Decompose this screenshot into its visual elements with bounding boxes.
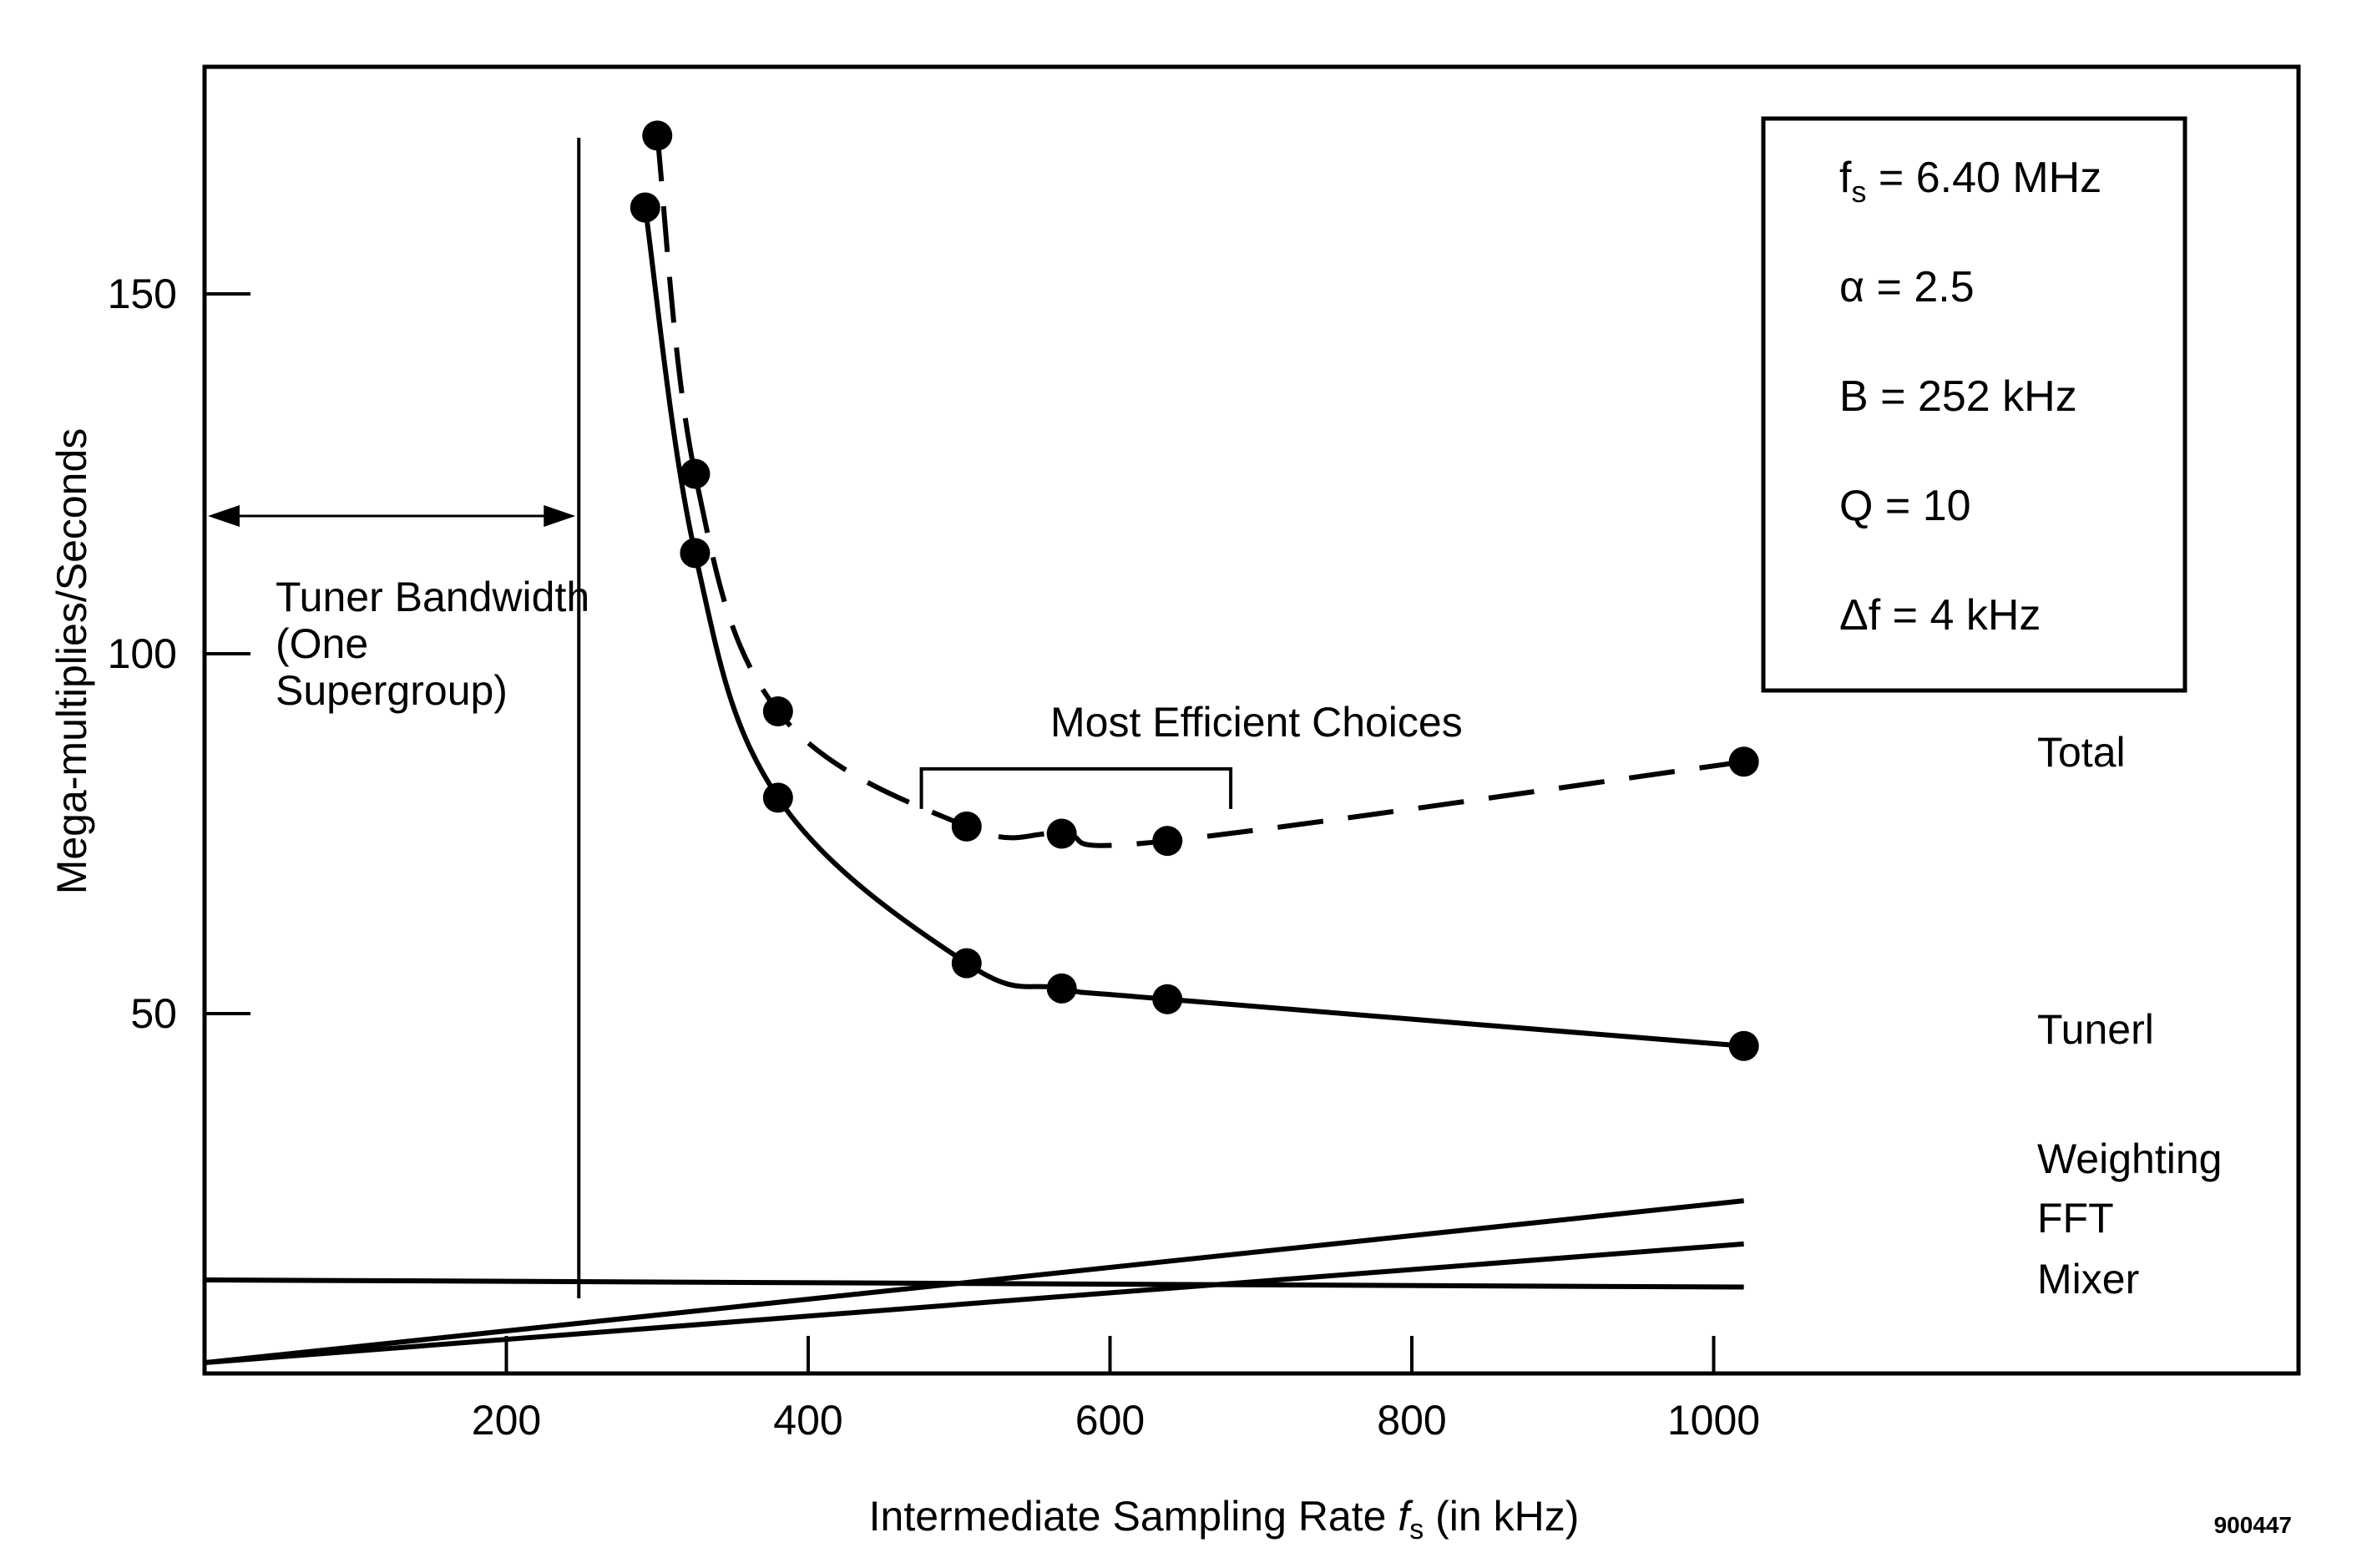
x-tick-label: 400 [773, 1397, 842, 1444]
most-efficient-bracket [919, 766, 1233, 809]
data-point-total [762, 695, 793, 726]
data-point-total [680, 458, 711, 489]
y-tick-label: 50 [130, 990, 177, 1037]
data-point-tunerl [951, 948, 982, 979]
arrowhead-left-icon [208, 505, 240, 527]
data-point-tunerl [1152, 984, 1183, 1014]
series-line-mixer [204, 1277, 1744, 1290]
plot-border [202, 64, 2301, 1376]
data-point-total [642, 120, 673, 151]
x-tick-label: 800 [1377, 1397, 1446, 1444]
axis-ticks: 200 400 600 800 1000 50 100 150 [108, 271, 1761, 1444]
series-line-fft [204, 1241, 1744, 1366]
y-tick-label: 150 [108, 271, 177, 317]
plot-frame [202, 64, 2301, 1376]
x-tick-label: 1000 [1667, 1397, 1760, 1444]
series-label-tunerl: Tunerl [2037, 1006, 2154, 1053]
series-label-total: Total [2037, 729, 2126, 776]
tuner-bandwidth-label: Supergroup) [276, 667, 508, 714]
data-point-tunerl [630, 192, 660, 223]
figure-id: 900447 [2214, 1512, 2292, 1538]
series-label-mixer: Mixer [2037, 1256, 2139, 1302]
series-layer: Total Tunerl Weighting FFT Mixer [204, 120, 2222, 1366]
x-tick-label: 600 [1075, 1397, 1145, 1444]
y-axis-label: Mega-multiplies/Seconds [48, 428, 95, 895]
data-point-total [1728, 746, 1759, 777]
data-point-tunerl [1728, 1030, 1759, 1061]
data-point-total [951, 811, 982, 842]
data-point-total [1046, 818, 1077, 849]
parameter-line: B = 252 kHz [1839, 372, 2077, 421]
series-label-weighting: Weighting [2037, 1136, 2222, 1182]
series-label-fft: FFT [2037, 1195, 2114, 1242]
arrowhead-right-icon [544, 505, 576, 527]
parameter-line: Δf = 4 kHz [1839, 591, 2041, 640]
y-tick-label: 100 [108, 630, 177, 677]
series-line-tunerl [642, 207, 1744, 1049]
tuner-bandwidth-label: (One [276, 620, 368, 667]
x-tick-label: 200 [472, 1397, 541, 1444]
parameter-box [1761, 116, 2187, 693]
tuner-bandwidth-label: Tuner Bandwidth [276, 574, 589, 620]
data-point-tunerl [762, 782, 793, 813]
parameter-line: α = 2.5 [1839, 263, 1975, 311]
most-efficient-label: Most Efficient Choices [1050, 699, 1463, 746]
parameter-line: Q = 10 [1839, 482, 1971, 530]
data-point-tunerl [680, 538, 711, 569]
parameter-line: fs = 6.40 MHz [1839, 154, 2101, 209]
x-axis-label: Intermediate Sampling Rate fs (in kHz) [869, 1493, 1580, 1545]
data-point-tunerl [1046, 973, 1077, 1004]
data-point-total [1152, 826, 1183, 857]
